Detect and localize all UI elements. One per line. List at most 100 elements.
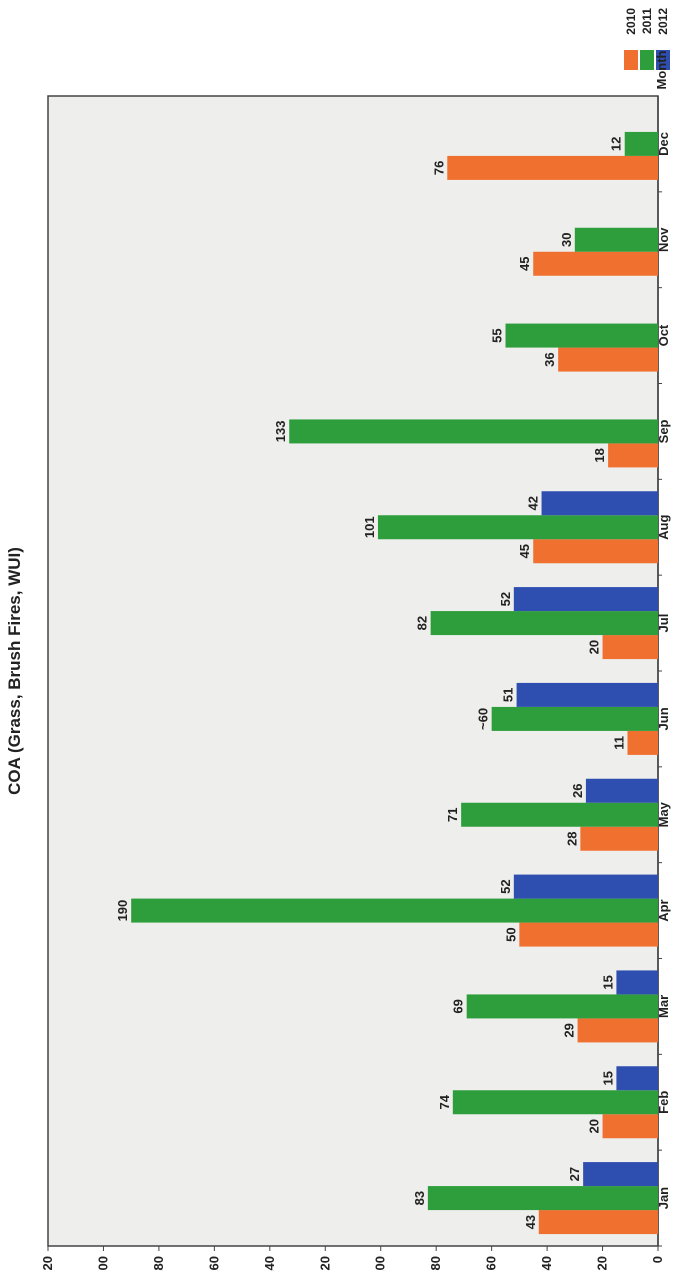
data-label-2012-jan: 27	[567, 1167, 582, 1181]
bar-2010-nov	[533, 251, 658, 276]
value-tick-label-120: 120	[317, 1256, 332, 1271]
chart-title: COA (Grass, Brush Fires, WUI)	[5, 547, 24, 795]
value-tick-label-160: 160	[206, 1256, 221, 1271]
data-label-2011-jul: 82	[415, 616, 430, 630]
data-label-2010-jul: 20	[587, 640, 602, 654]
data-label-2011-apr: 190	[115, 900, 130, 922]
value-tick-label-180: 180	[151, 1256, 166, 1271]
data-label-2012-feb: 15	[600, 1071, 615, 1085]
data-label-2010-dec: 76	[431, 161, 446, 175]
bar-2011-mar	[466, 994, 658, 1019]
bar-2012-mar	[616, 970, 658, 995]
data-label-2012-apr: 52	[498, 879, 513, 893]
data-label-2012-may: 26	[570, 784, 585, 798]
value-tick-label-0: 0	[650, 1256, 665, 1263]
legend-swatch-2012	[656, 50, 670, 70]
data-label-2010-aug: 45	[517, 544, 532, 558]
category-label-jan: Jan	[656, 1187, 671, 1209]
bar-2010-may	[580, 826, 658, 851]
data-label-2010-mar: 29	[562, 1023, 577, 1037]
category-label-dec: Dec	[656, 132, 671, 156]
y-axis-ticks: 0 20 40 60 80 100 120 140 160 180 200 220	[40, 191, 665, 1271]
data-label-2010-may: 28	[564, 832, 579, 846]
data-label-2010-nov: 45	[517, 257, 532, 271]
bar-2012-feb	[616, 1066, 658, 1091]
bar-2011-nov	[574, 227, 658, 252]
category-label-nov: Nov	[656, 227, 671, 252]
value-tick-label-60: 60	[484, 1256, 499, 1270]
data-labels-layer: 43 83 27 20 74 15 29 69 15 50 190 52 28 71 26 11 ~60 51 20…	[115, 137, 626, 1230]
bar-2010-dec	[447, 155, 658, 180]
category-label-jul: Jul	[656, 614, 671, 633]
bar-2010-mar	[577, 1018, 658, 1043]
category-label-aug: Aug	[656, 515, 671, 540]
x-axis-categories: Jan Feb Mar Apr May Jun Jul Aug Sep Oct Nov Dec	[656, 132, 671, 1209]
value-tick-label-20: 20	[595, 1256, 610, 1270]
bar-2012-jan	[583, 1162, 658, 1187]
bar-2011-jun	[491, 706, 658, 731]
bar-2011-dec	[624, 131, 658, 156]
bar-2011-jan	[427, 1186, 658, 1211]
bar-2011-jul	[430, 611, 658, 636]
bar-2011-may	[461, 802, 658, 827]
data-label-2011-jan: 83	[412, 1191, 427, 1205]
data-label-2011-sep: 133	[273, 421, 288, 443]
data-label-2010-jun: 11	[612, 736, 627, 750]
data-label-2012-aug: 42	[526, 496, 541, 510]
category-label-feb: Feb	[656, 1091, 671, 1114]
bar-2011-oct	[505, 323, 658, 348]
legend-label-2011: 2011	[640, 8, 654, 34]
value-tick-label-200: 200	[95, 1256, 110, 1271]
data-label-2012-jul: 52	[498, 592, 513, 606]
bar-2012-apr	[513, 874, 658, 899]
bar-2011-feb	[452, 1090, 658, 1115]
value-tick-label-220: 220	[40, 1256, 55, 1271]
bar-2012-jun	[516, 682, 658, 707]
bar-2010-sep	[608, 443, 658, 468]
bar-2011-sep	[289, 419, 658, 444]
data-label-2011-nov: 30	[559, 233, 574, 247]
value-tick-label-80: 80	[428, 1256, 443, 1270]
legend-label-2012: 2012	[656, 8, 670, 35]
category-label-apr: Apr	[656, 899, 671, 921]
data-label-2010-sep: 18	[592, 448, 607, 462]
data-label-2011-may: 71	[445, 808, 460, 822]
legend-label-2010: 2010	[624, 8, 638, 35]
data-label-2011-feb: 74	[437, 1094, 452, 1109]
data-label-2010-jan: 43	[523, 1215, 538, 1229]
value-tick-label-40: 40	[539, 1256, 554, 1270]
category-label-mar: Mar	[656, 995, 671, 1018]
bar-2010-oct	[558, 347, 658, 372]
bar-2010-feb	[602, 1114, 658, 1139]
bar-2010-aug	[533, 539, 658, 564]
legend-swatch-2011	[640, 50, 654, 70]
category-label-jun: Jun	[656, 707, 671, 730]
bars-layer	[131, 131, 658, 1235]
bar-2010-apr	[519, 922, 658, 947]
value-tick-label-100: 100	[373, 1256, 388, 1271]
data-label-2010-oct: 36	[542, 352, 557, 366]
data-label-2012-mar: 15	[600, 975, 615, 989]
data-label-2011-dec: 12	[609, 137, 624, 151]
plot-area	[47, 95, 659, 1247]
data-label-2011-aug: 101	[362, 516, 377, 538]
legend-swatch-2010	[624, 50, 638, 70]
bar-2012-jul	[513, 587, 658, 612]
bar-2011-aug	[377, 515, 658, 540]
category-label-oct: Oct	[656, 324, 671, 346]
bar-2010-jul	[602, 635, 658, 660]
data-label-2011-jun: ~60	[476, 708, 491, 730]
bar-2012-aug	[541, 491, 658, 516]
x-axis-title: Month	[654, 50, 669, 89]
category-label-may: May	[656, 801, 671, 827]
category-label-sep: Sep	[656, 419, 671, 443]
data-label-2011-oct: 55	[490, 328, 505, 342]
data-label-2010-apr: 50	[503, 927, 518, 941]
data-label-2010-feb: 20	[587, 1119, 602, 1133]
data-label-2011-mar: 69	[451, 999, 466, 1013]
legend: 2010 2011 2012	[624, 8, 670, 70]
value-tick-label-140: 140	[262, 1256, 277, 1271]
data-label-2012-jun: 51	[501, 688, 516, 702]
